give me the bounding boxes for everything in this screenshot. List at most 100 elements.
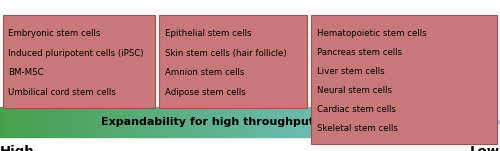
- Bar: [311, 15, 497, 144]
- Bar: [232, 107, 233, 137]
- Bar: [378, 107, 379, 137]
- Bar: [58, 107, 59, 137]
- Bar: [260, 107, 262, 137]
- Bar: [77, 107, 78, 137]
- Bar: [185, 107, 186, 137]
- Bar: [151, 107, 152, 137]
- Bar: [446, 107, 448, 137]
- Bar: [424, 107, 426, 137]
- Bar: [278, 107, 280, 137]
- Text: Adipose stem cells: Adipose stem cells: [165, 88, 246, 97]
- Bar: [254, 107, 256, 137]
- Bar: [249, 107, 250, 137]
- Bar: [176, 107, 178, 137]
- Bar: [11, 107, 13, 137]
- Bar: [164, 107, 166, 137]
- Bar: [307, 107, 308, 137]
- Bar: [194, 107, 196, 137]
- Text: Umbilical cord stem cells: Umbilical cord stem cells: [8, 88, 117, 97]
- Bar: [370, 107, 371, 137]
- Bar: [204, 107, 206, 137]
- Bar: [372, 107, 374, 137]
- Bar: [10, 107, 11, 137]
- Bar: [469, 107, 471, 137]
- Bar: [256, 107, 257, 137]
- Bar: [202, 107, 204, 137]
- Bar: [214, 107, 216, 137]
- Bar: [392, 107, 394, 137]
- Bar: [175, 107, 176, 137]
- Bar: [143, 107, 144, 137]
- Bar: [452, 107, 453, 137]
- Bar: [122, 107, 124, 137]
- Bar: [62, 107, 64, 137]
- Text: Liver stem cells: Liver stem cells: [317, 67, 384, 76]
- Bar: [252, 107, 254, 137]
- Bar: [69, 107, 70, 137]
- Bar: [276, 107, 278, 137]
- Bar: [103, 107, 104, 137]
- Bar: [248, 107, 249, 137]
- Bar: [352, 107, 354, 137]
- Bar: [472, 107, 474, 137]
- Bar: [379, 107, 381, 137]
- Bar: [421, 107, 422, 137]
- Bar: [338, 107, 339, 137]
- Bar: [90, 107, 92, 137]
- Bar: [350, 107, 352, 137]
- Bar: [386, 107, 387, 137]
- Bar: [283, 107, 284, 137]
- Bar: [182, 107, 183, 137]
- Bar: [306, 107, 307, 137]
- Bar: [168, 107, 170, 137]
- Polygon shape: [482, 104, 500, 140]
- Bar: [328, 107, 330, 137]
- Bar: [240, 107, 241, 137]
- Bar: [26, 107, 28, 137]
- Bar: [54, 107, 56, 137]
- Bar: [286, 107, 288, 137]
- Bar: [270, 107, 272, 137]
- Bar: [310, 107, 312, 137]
- Bar: [78, 107, 80, 137]
- Bar: [2, 107, 3, 137]
- Bar: [406, 107, 408, 137]
- Bar: [40, 107, 42, 137]
- Bar: [434, 107, 436, 137]
- Bar: [106, 107, 108, 137]
- Bar: [364, 107, 366, 137]
- Bar: [44, 107, 45, 137]
- Bar: [437, 107, 438, 137]
- Bar: [152, 107, 154, 137]
- Bar: [188, 107, 190, 137]
- Bar: [299, 107, 300, 137]
- Bar: [477, 107, 479, 137]
- Bar: [302, 107, 304, 137]
- Bar: [322, 107, 323, 137]
- Bar: [281, 107, 283, 137]
- Bar: [257, 107, 258, 137]
- Bar: [363, 107, 364, 137]
- Bar: [366, 107, 368, 137]
- Text: Pancreas stem cells: Pancreas stem cells: [317, 48, 402, 57]
- Bar: [346, 107, 347, 137]
- Bar: [162, 107, 164, 137]
- Bar: [198, 107, 199, 137]
- Bar: [212, 107, 214, 137]
- Bar: [8, 107, 10, 137]
- Bar: [471, 107, 472, 137]
- Bar: [390, 107, 392, 137]
- Bar: [76, 107, 77, 137]
- Bar: [376, 107, 378, 137]
- Bar: [426, 107, 428, 137]
- Bar: [134, 107, 135, 137]
- Bar: [480, 107, 482, 137]
- Bar: [222, 107, 224, 137]
- Bar: [225, 107, 226, 137]
- Bar: [224, 107, 225, 137]
- Bar: [154, 107, 156, 137]
- Bar: [66, 107, 68, 137]
- Bar: [324, 107, 326, 137]
- Bar: [356, 107, 358, 137]
- Bar: [144, 107, 146, 137]
